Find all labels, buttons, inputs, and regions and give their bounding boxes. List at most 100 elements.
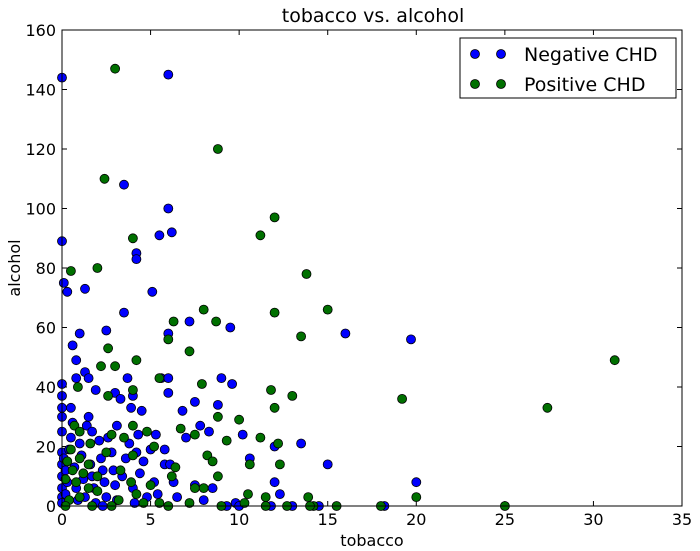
point-negative-chd: [216, 373, 227, 384]
axis-ticks: 0 5 10 15 20 25 30 35 0 20 40 60 80 100 120 140 160: [25, 21, 692, 529]
point-negative-chd: [204, 426, 214, 437]
point-negative-chd: [147, 286, 158, 297]
point-positive-chd: [74, 453, 85, 464]
point-positive-chd: [184, 498, 195, 508]
point-negative-chd: [166, 227, 177, 238]
plot-frame: [61, 29, 683, 507]
point-negative-chd: [101, 492, 112, 503]
legend-marker-negative-1: [470, 49, 480, 59]
point-positive-chd: [243, 489, 253, 500]
point-positive-chd: [212, 471, 223, 482]
y-tick-label: 100: [25, 200, 56, 219]
point-negative-chd: [126, 402, 137, 413]
point-negative-chd: [184, 316, 195, 327]
point-negative-chd: [58, 277, 69, 288]
point-positive-chd: [62, 456, 73, 467]
point-positive-chd: [322, 304, 333, 315]
point-positive-chd: [83, 483, 94, 494]
point-positive-chd: [609, 355, 620, 366]
x-tick-label: 0: [57, 510, 67, 529]
point-negative-chd: [172, 492, 183, 503]
data-points-layer: [57, 63, 620, 511]
point-negative-chd: [66, 402, 76, 413]
point-positive-chd: [74, 492, 85, 503]
point-negative-chd: [94, 435, 105, 446]
point-negative-chd: [110, 480, 120, 491]
point-negative-chd: [101, 325, 112, 336]
point-positive-chd: [138, 498, 149, 508]
x-tick-label: 20: [406, 510, 426, 529]
y-axis-label: alcohol: [5, 239, 24, 296]
point-negative-chd: [71, 373, 82, 384]
point-negative-chd: [122, 373, 133, 384]
point-negative-chd: [112, 420, 122, 431]
point-positive-chd: [73, 382, 83, 392]
point-negative-chd: [99, 477, 110, 488]
point-positive-chd: [212, 144, 223, 154]
point-positive-chd: [127, 233, 138, 244]
point-positive-chd: [113, 495, 124, 506]
point-positive-chd: [274, 459, 285, 470]
point-positive-chd: [184, 346, 195, 357]
legend-marker-positive-1: [470, 79, 480, 89]
point-negative-chd: [189, 396, 200, 407]
point-positive-chd: [85, 438, 96, 449]
point-negative-chd: [138, 456, 149, 467]
point-positive-chd: [166, 471, 177, 482]
y-tick-label: 80: [36, 259, 56, 278]
point-positive-chd: [198, 304, 209, 315]
point-positive-chd: [127, 385, 138, 395]
point-positive-chd: [127, 420, 138, 431]
point-negative-chd: [198, 495, 209, 506]
point-positive-chd: [255, 230, 266, 241]
y-tick-label: 120: [25, 140, 56, 159]
point-negative-chd: [225, 322, 236, 333]
point-positive-chd: [542, 402, 553, 413]
point-negative-chd: [207, 483, 218, 494]
x-tick-label: 25: [495, 510, 515, 529]
point-positive-chd: [103, 343, 113, 354]
point-negative-chd: [181, 432, 191, 443]
point-positive-chd: [115, 465, 126, 476]
point-negative-chd: [115, 393, 126, 404]
point-positive-chd: [168, 316, 179, 327]
point-positive-chd: [234, 414, 245, 425]
legend: Negative CHD Positive CHD: [459, 37, 677, 99]
y-tick-label: 0: [46, 497, 56, 516]
point-negative-chd: [212, 399, 223, 410]
point-positive-chd: [269, 212, 280, 223]
point-negative-chd: [90, 385, 101, 395]
point-positive-chd: [149, 441, 160, 452]
chart-title: tobacco vs. alcohol: [282, 5, 465, 27]
point-positive-chd: [154, 373, 165, 384]
point-positive-chd: [66, 266, 76, 276]
point-positive-chd: [83, 459, 94, 470]
point-negative-chd: [131, 254, 142, 265]
point-negative-chd: [87, 426, 97, 437]
point-positive-chd: [101, 447, 112, 458]
point-negative-chd: [71, 355, 82, 366]
point-positive-chd: [127, 450, 138, 461]
point-negative-chd: [150, 429, 161, 440]
point-positive-chd: [189, 429, 200, 440]
point-positive-chd: [212, 411, 223, 422]
series-positive-chd: [60, 63, 620, 511]
point-positive-chd: [92, 486, 103, 497]
point-positive-chd: [99, 173, 110, 184]
point-negative-chd: [163, 69, 174, 80]
point-negative-chd: [119, 307, 129, 318]
point-negative-chd: [119, 179, 129, 190]
point-positive-chd: [71, 477, 82, 488]
point-positive-chd: [303, 492, 314, 503]
y-tick-label: 60: [36, 319, 56, 338]
point-negative-chd: [154, 230, 165, 241]
y-tick-label: 40: [36, 378, 56, 397]
point-positive-chd: [198, 483, 209, 494]
point-positive-chd: [196, 379, 207, 389]
point-negative-chd: [152, 489, 163, 500]
point-negative-chd: [66, 432, 76, 443]
point-positive-chd: [296, 331, 307, 342]
point-negative-chd: [83, 411, 94, 422]
point-positive-chd: [397, 393, 408, 404]
point-positive-chd: [110, 63, 120, 74]
